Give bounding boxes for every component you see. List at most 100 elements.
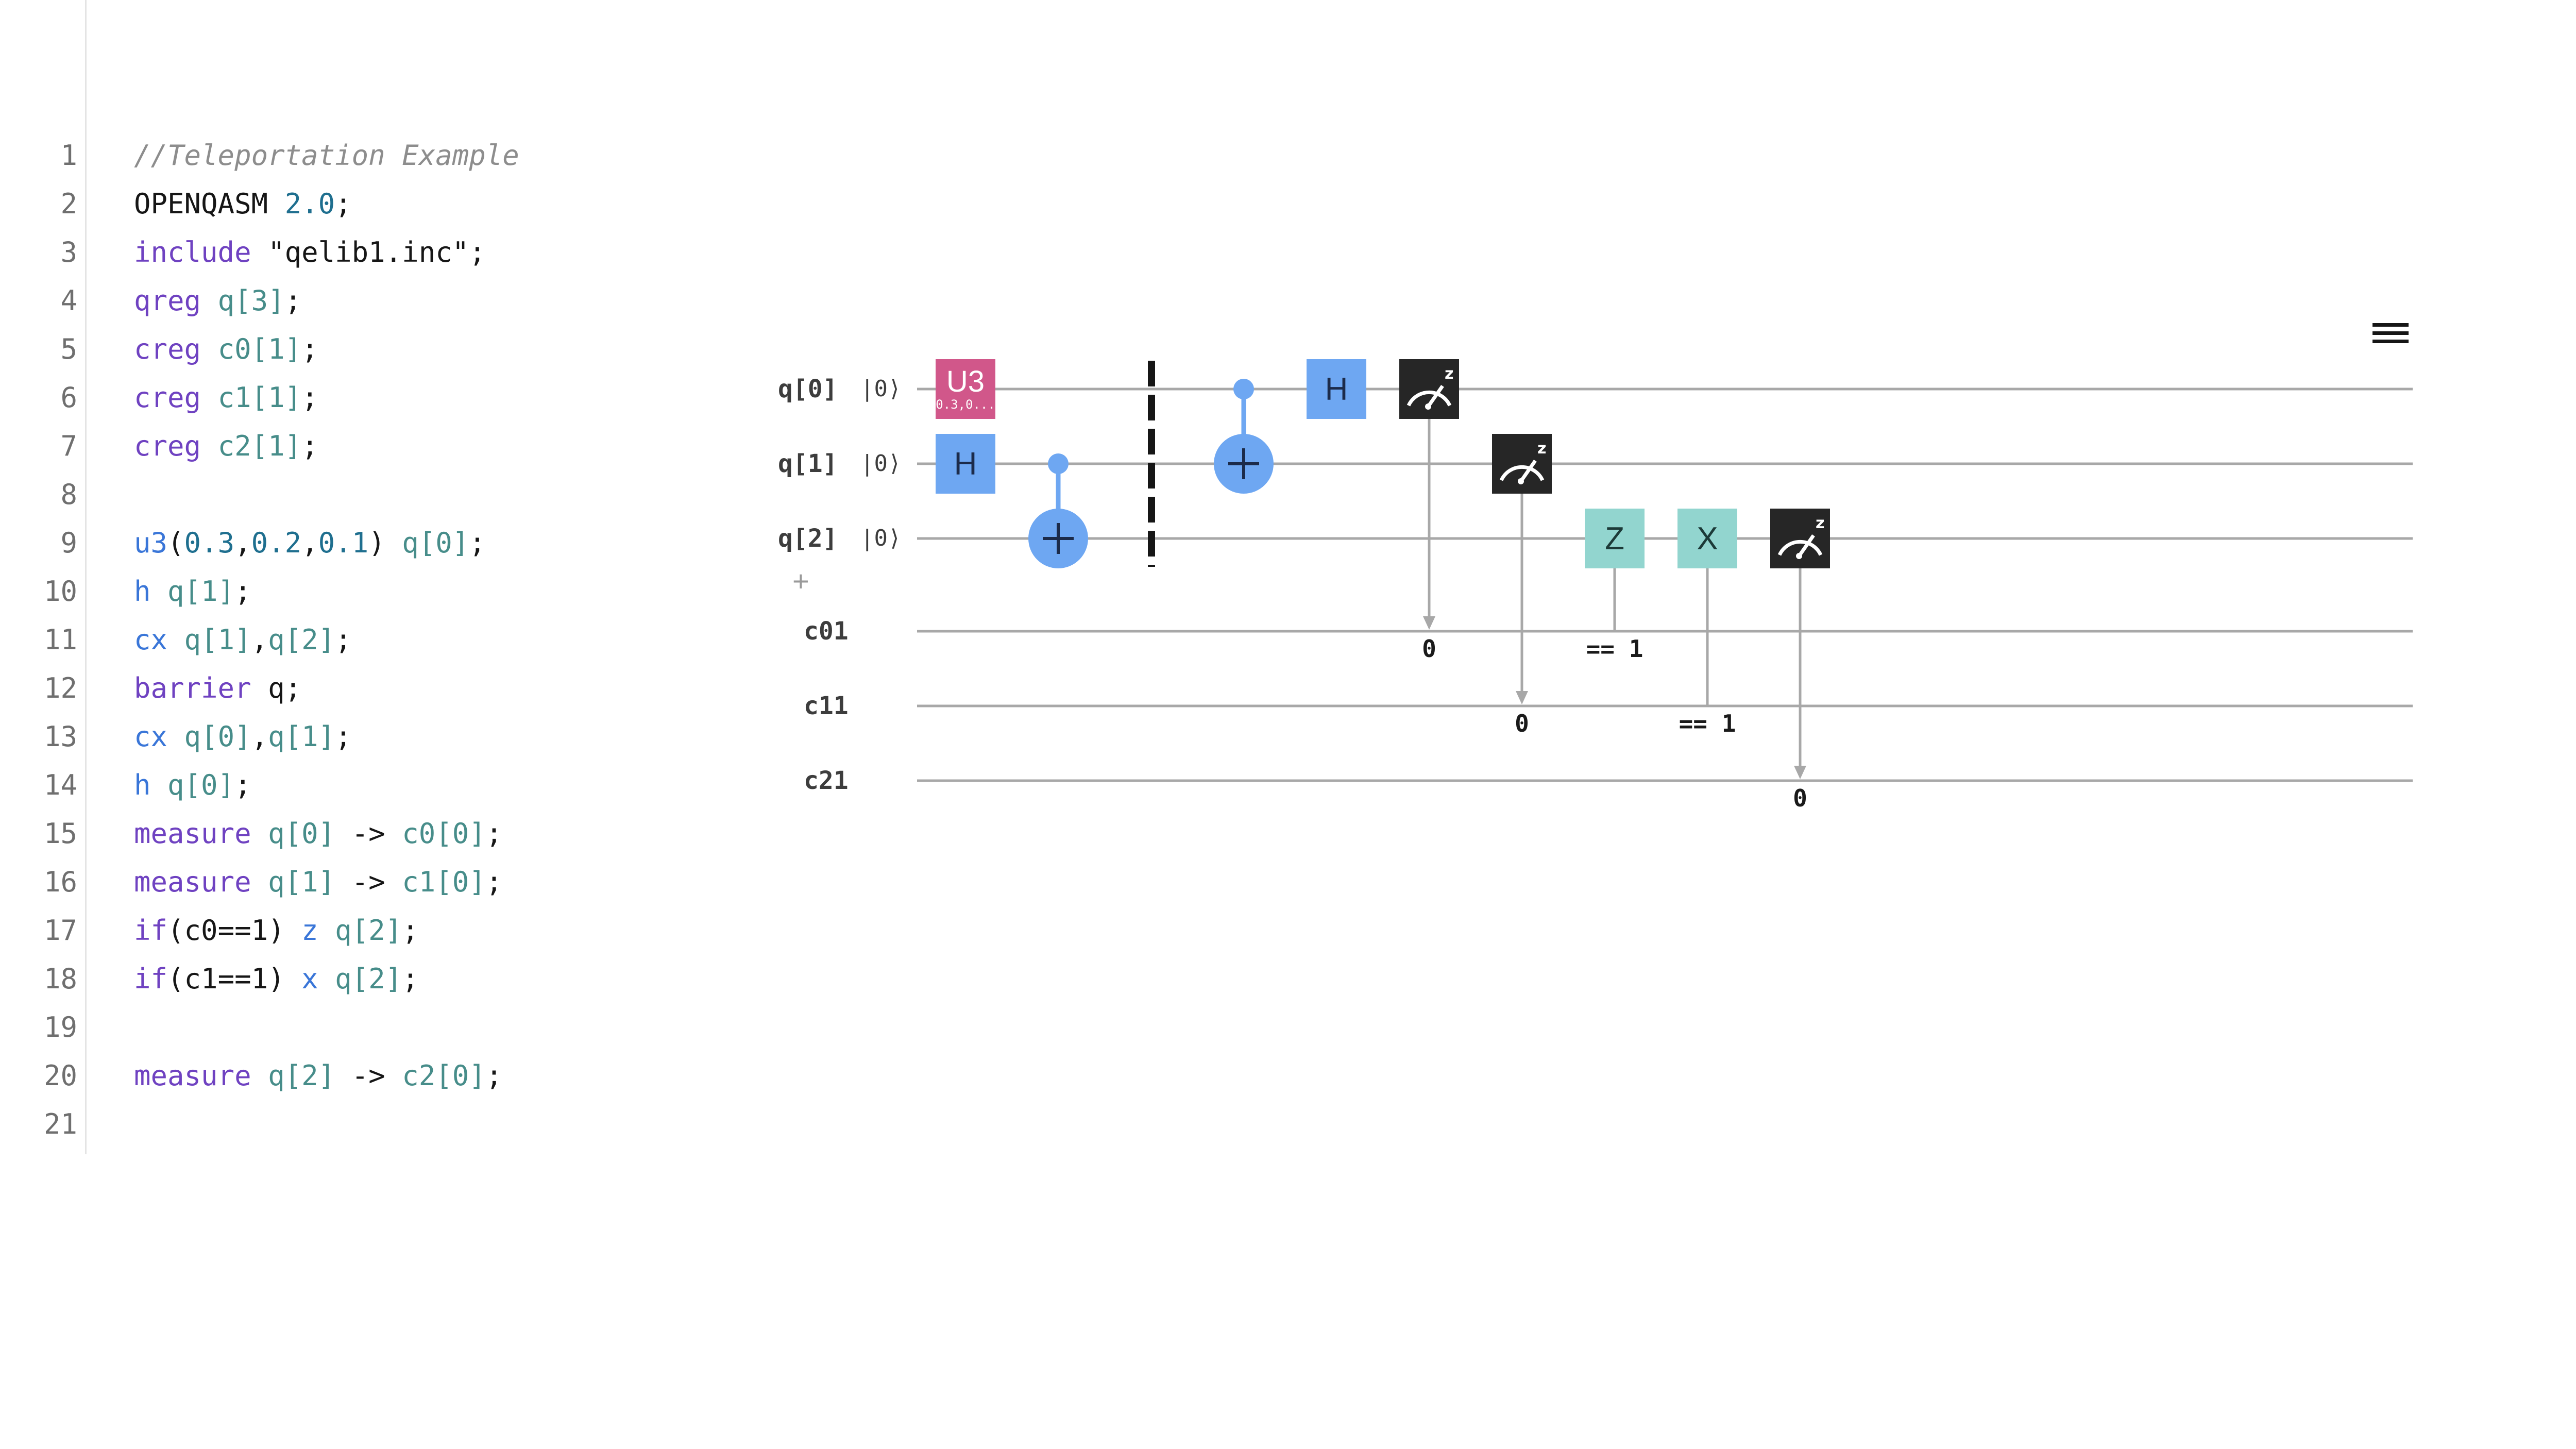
code-token: ; — [234, 575, 251, 608]
code-token: ; — [335, 624, 352, 656]
code-line-text[interactable]: h q[1]; — [134, 567, 251, 616]
qubit-initial-state-q0[interactable]: |0⟩ — [860, 376, 902, 402]
code-line[interactable]: qreg q[3]; — [0, 277, 711, 325]
code-line[interactable]: if(c1==1) x q[2]; — [0, 955, 711, 1003]
code-line-text[interactable]: measure q[2] -> c2[0]; — [134, 1052, 502, 1100]
code-line[interactable]: u3(0.3,0.2,0.1) q[0]; — [0, 519, 711, 567]
u3-gate[interactable]: U3 0.3,0... — [936, 359, 995, 419]
code-token: ( — [167, 527, 184, 559]
code-token: cx — [134, 720, 184, 753]
line-number: 9 — [60, 527, 77, 559]
z-gate-q2[interactable]: Z — [1585, 509, 1645, 568]
line-number: 2 — [60, 188, 77, 220]
code-line[interactable]: measure q[2] -> c2[0]; — [0, 1052, 711, 1100]
measure-gate-q0[interactable]: z — [1399, 359, 1459, 419]
code-token: q[2] — [335, 963, 402, 995]
line-number: 21 — [43, 1108, 77, 1140]
u3-gate-label: U3 — [946, 365, 985, 398]
code-line[interactable]: creg c2[1]; — [0, 422, 711, 470]
code-line[interactable] — [0, 1003, 711, 1052]
h-gate-q1[interactable]: H — [936, 434, 995, 494]
h-gate-q0[interactable]: H — [1307, 359, 1366, 419]
cnot-gate-q0-q1[interactable] — [1214, 379, 1274, 494]
code-token: ; — [301, 333, 318, 365]
code-token: c1[0] — [402, 866, 486, 898]
code-token: q[1] — [167, 575, 235, 608]
code-line[interactable] — [0, 1100, 711, 1149]
code-line[interactable]: measure q[0] -> c0[0]; — [0, 810, 711, 858]
code-line[interactable]: cx q[0],q[1]; — [0, 713, 711, 761]
code-line[interactable]: include "qelib1.inc"; — [0, 228, 711, 277]
code-token: q[0] — [402, 527, 469, 559]
code-token: c2[0] — [402, 1059, 486, 1092]
code-line[interactable]: h q[1]; — [0, 567, 711, 616]
code-token: include — [134, 236, 268, 268]
svg-text:z: z — [1537, 440, 1546, 458]
code-line-text[interactable]: u3(0.3,0.2,0.1) q[0]; — [134, 519, 486, 567]
code-line-text[interactable]: include "qelib1.inc"; — [134, 228, 486, 277]
line-number: 8 — [60, 478, 77, 511]
line-number: 17 — [43, 914, 77, 947]
qubit-initial-state-q2[interactable]: |0⟩ — [860, 525, 902, 551]
code-line[interactable]: barrier q; — [0, 664, 711, 713]
code-line-text[interactable]: qreg q[3]; — [134, 277, 301, 325]
measure-bit-label-c0: 0 — [1422, 635, 1436, 663]
measure-gate-q2[interactable]: z — [1770, 509, 1830, 568]
code-line[interactable]: h q[0]; — [0, 761, 711, 810]
code-line-text[interactable]: OPENQASM 2.0; — [134, 180, 352, 228]
svg-text:z: z — [1816, 514, 1824, 532]
code-token: creg — [134, 430, 218, 462]
code-line[interactable]: creg c1[1]; — [0, 374, 711, 422]
code-token: if — [134, 963, 168, 995]
code-line[interactable]: //Teleportation Example — [0, 131, 711, 180]
code-line-text[interactable]: barrier q; — [134, 664, 301, 713]
qubit-initial-state-q1[interactable]: |0⟩ — [860, 450, 902, 477]
code-token: ; — [485, 817, 503, 850]
code-token: c2[1] — [217, 430, 302, 462]
code-line-text[interactable]: measure q[1] -> c1[0]; — [134, 858, 502, 906]
code-editor[interactable]: 1 2 3 4 5 6 7 8 9 10 11 12 13 14 15 16 17 18 19 20 21 //Tele… — [0, 0, 714, 1154]
code-token: //Teleportation Example — [134, 139, 519, 172]
code-line-text[interactable]: if(c0==1) z q[2]; — [134, 906, 419, 955]
code-token: measure — [134, 1059, 268, 1092]
circuit-canvas — [917, 361, 2413, 782]
x-gate-q2[interactable]: X — [1677, 509, 1737, 568]
code-line[interactable] — [0, 470, 711, 519]
code-line-text[interactable]: measure q[0] -> c0[0]; — [134, 810, 502, 858]
code-line[interactable]: creg c0[1]; — [0, 325, 711, 374]
code-line-text[interactable]: h q[0]; — [134, 761, 251, 810]
cnot-gate-q1-q2[interactable] — [1028, 453, 1088, 568]
code-line[interactable]: cx q[1],q[2]; — [0, 616, 711, 664]
line-number: 5 — [60, 333, 77, 365]
code-line[interactable]: if(c0==1) z q[2]; — [0, 906, 711, 955]
cbit-label-c01: c01 — [804, 617, 849, 646]
code-line[interactable]: measure q[1] -> c1[0]; — [0, 858, 711, 906]
condition-label-x: == 1 — [1679, 710, 1736, 737]
qubit-label-q2: q[2] — [778, 524, 838, 553]
code-line-text[interactable]: if(c1==1) x q[2]; — [134, 955, 419, 1003]
code-token: (c1==1) — [167, 963, 302, 995]
code-token: u3 — [134, 527, 168, 559]
measure-link-q2-c2 — [1794, 567, 1806, 779]
code-line-text[interactable]: creg c0[1]; — [134, 325, 318, 374]
code-token: ; — [335, 188, 352, 220]
qubit-label-q0: q[0] — [778, 375, 838, 403]
code-line-text[interactable]: creg c2[1]; — [134, 422, 318, 470]
add-wire-icon[interactable]: + — [792, 565, 809, 597]
code-token: q[1] — [268, 720, 335, 753]
line-number: 6 — [60, 381, 77, 414]
code-line[interactable]: OPENQASM 2.0; — [0, 180, 711, 228]
line-number: 20 — [43, 1059, 77, 1092]
code-line-text[interactable]: creg c1[1]; — [134, 374, 318, 422]
hamburger-menu-icon[interactable] — [2367, 322, 2414, 358]
code-line-text[interactable]: //Teleportation Example — [134, 131, 519, 180]
line-number: 7 — [60, 430, 77, 462]
line-number: 18 — [43, 963, 77, 995]
line-number: 16 — [43, 866, 77, 898]
code-token: creg — [134, 333, 218, 365]
measure-bit-label-c1: 0 — [1515, 710, 1529, 737]
code-line-text[interactable]: cx q[1],q[2]; — [134, 616, 352, 664]
code-token: q — [268, 672, 285, 704]
code-line-text[interactable]: cx q[0],q[1]; — [134, 713, 352, 761]
measure-gate-q1[interactable]: z — [1492, 434, 1552, 494]
